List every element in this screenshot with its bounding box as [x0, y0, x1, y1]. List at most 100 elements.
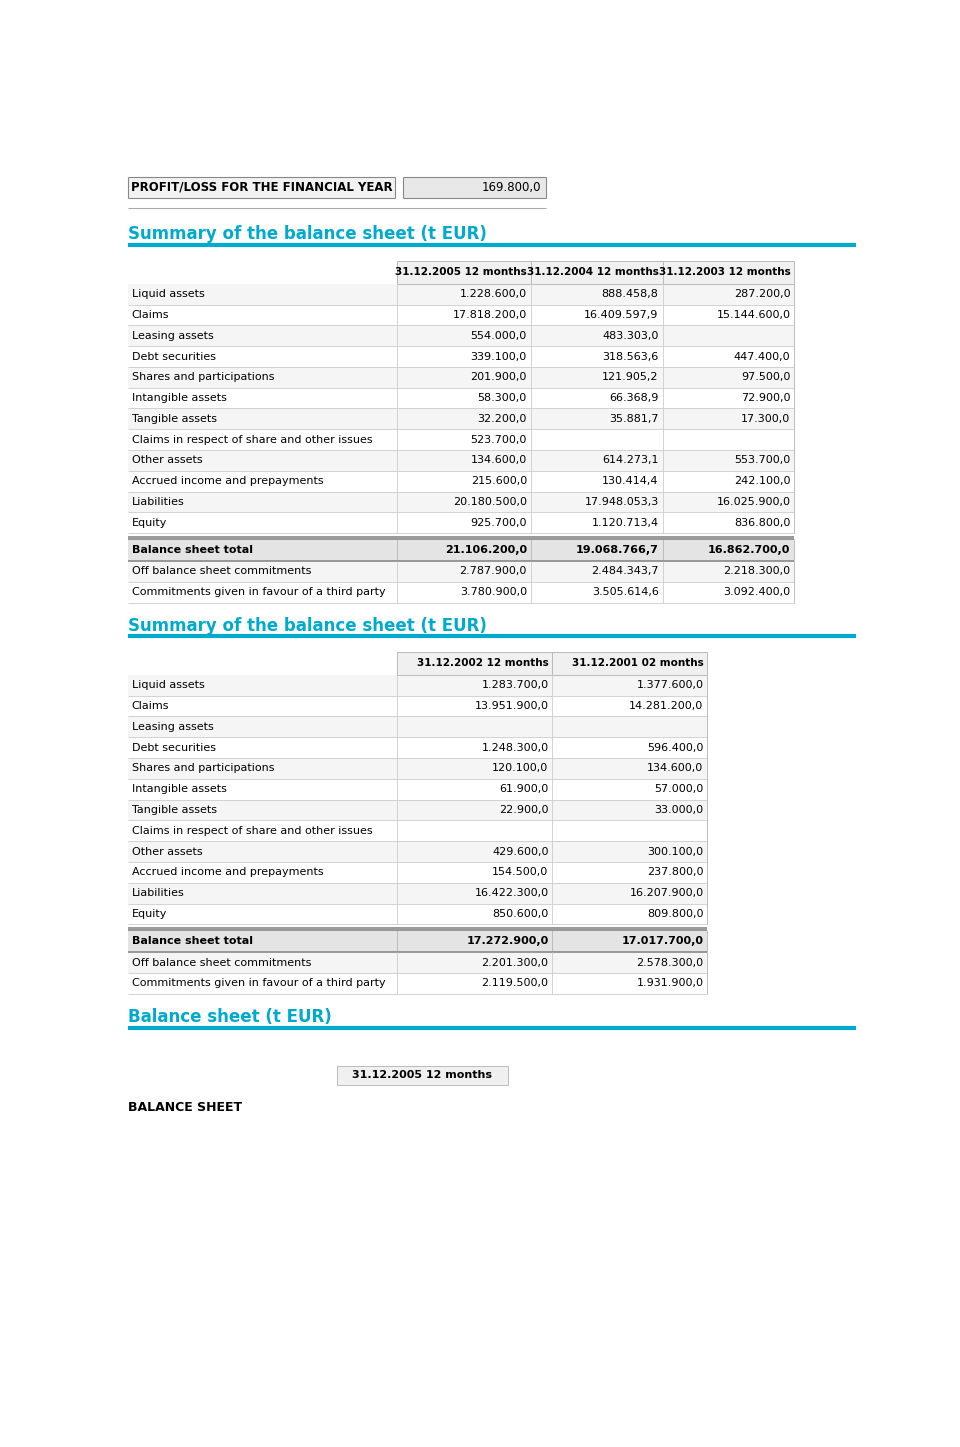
- Bar: [128, 841, 708, 862]
- Text: Claims: Claims: [132, 702, 169, 710]
- Text: 596.400,0: 596.400,0: [647, 742, 704, 752]
- Bar: [337, 1066, 508, 1085]
- Text: 888.458,8: 888.458,8: [602, 289, 659, 300]
- Text: 20.180.500,0: 20.180.500,0: [453, 498, 527, 506]
- Text: 447.400,0: 447.400,0: [733, 352, 790, 362]
- Text: Other assets: Other assets: [132, 846, 203, 857]
- Text: 17.948.053,3: 17.948.053,3: [585, 498, 659, 506]
- Text: 97.500,0: 97.500,0: [741, 372, 790, 382]
- Bar: [128, 903, 708, 925]
- Text: Summary of the balance sheet (t EUR): Summary of the balance sheet (t EUR): [128, 616, 487, 635]
- Text: 31.12.2003 12 months: 31.12.2003 12 months: [659, 268, 790, 278]
- Bar: [128, 388, 794, 408]
- Bar: [128, 582, 794, 602]
- Text: Off balance sheet commitments: Off balance sheet commitments: [132, 958, 311, 968]
- Text: Tangible assets: Tangible assets: [132, 805, 217, 815]
- Bar: [128, 930, 708, 952]
- Text: 22.900,0: 22.900,0: [499, 805, 548, 815]
- Text: 483.303,0: 483.303,0: [602, 331, 659, 340]
- Bar: [552, 651, 708, 674]
- Text: Intangible assets: Intangible assets: [132, 784, 227, 794]
- Bar: [128, 450, 794, 470]
- Bar: [397, 651, 552, 674]
- Text: 130.414,4: 130.414,4: [602, 476, 659, 486]
- Text: 925.700,0: 925.700,0: [470, 518, 527, 528]
- Text: Summary of the balance sheet (t EUR): Summary of the balance sheet (t EUR): [128, 226, 487, 243]
- Text: 121.905,2: 121.905,2: [602, 372, 659, 382]
- Text: 13.951.900,0: 13.951.900,0: [474, 702, 548, 710]
- Text: Balance sheet total: Balance sheet total: [132, 936, 252, 946]
- Bar: [128, 470, 794, 492]
- Text: 850.600,0: 850.600,0: [492, 909, 548, 919]
- Text: 1.931.900,0: 1.931.900,0: [636, 978, 704, 988]
- Bar: [128, 758, 708, 778]
- Text: 120.100,0: 120.100,0: [492, 764, 548, 774]
- Text: 31.12.2005 12 months: 31.12.2005 12 months: [396, 268, 527, 278]
- Text: 2.578.300,0: 2.578.300,0: [636, 958, 704, 968]
- Text: 16.409.597,9: 16.409.597,9: [585, 310, 659, 320]
- Bar: [128, 674, 708, 696]
- Text: Tangible assets: Tangible assets: [132, 414, 217, 424]
- Bar: [128, 738, 708, 758]
- Text: 836.800,0: 836.800,0: [734, 518, 790, 528]
- Text: 237.800,0: 237.800,0: [647, 867, 704, 877]
- Bar: [128, 430, 794, 450]
- Text: 1.283.700,0: 1.283.700,0: [482, 680, 548, 690]
- Text: 31.12.2004 12 months: 31.12.2004 12 months: [527, 268, 659, 278]
- Text: Leasing assets: Leasing assets: [132, 722, 213, 732]
- Bar: [128, 178, 396, 197]
- Text: Balance sheet (t EUR): Balance sheet (t EUR): [128, 1007, 331, 1026]
- Text: 809.800,0: 809.800,0: [647, 909, 704, 919]
- Text: 35.881,7: 35.881,7: [610, 414, 659, 424]
- Bar: [128, 952, 708, 972]
- Text: Accrued income and prepayments: Accrued income and prepayments: [132, 476, 324, 486]
- Text: 3.505.614,6: 3.505.614,6: [591, 587, 659, 598]
- Text: 339.100,0: 339.100,0: [470, 352, 527, 362]
- Text: 3.780.900,0: 3.780.900,0: [460, 587, 527, 598]
- Text: 31.12.2005 12 months: 31.12.2005 12 months: [352, 1071, 492, 1081]
- Text: Accrued income and prepayments: Accrued income and prepayments: [132, 867, 324, 877]
- Bar: [128, 368, 794, 388]
- Text: 2.484.343,7: 2.484.343,7: [591, 566, 659, 576]
- Text: 553.700,0: 553.700,0: [734, 456, 790, 466]
- Text: 16.207.900,0: 16.207.900,0: [630, 888, 704, 899]
- Bar: [128, 883, 708, 903]
- Text: 300.100,0: 300.100,0: [647, 846, 704, 857]
- Bar: [128, 696, 708, 716]
- Text: Debt securities: Debt securities: [132, 352, 216, 362]
- Text: Commitments given in favour of a third party: Commitments given in favour of a third p…: [132, 587, 385, 598]
- Text: 16.422.300,0: 16.422.300,0: [474, 888, 548, 899]
- Bar: [403, 178, 546, 197]
- Bar: [128, 304, 794, 326]
- Text: 16.025.900,0: 16.025.900,0: [716, 498, 790, 506]
- Text: 318.563,6: 318.563,6: [602, 352, 659, 362]
- Text: 57.000,0: 57.000,0: [655, 784, 704, 794]
- Bar: [128, 716, 708, 738]
- Bar: [128, 862, 708, 883]
- Text: 17.017.700,0: 17.017.700,0: [621, 936, 704, 946]
- Text: 61.900,0: 61.900,0: [499, 784, 548, 794]
- Text: 2.787.900,0: 2.787.900,0: [460, 566, 527, 576]
- Text: 14.281.200,0: 14.281.200,0: [630, 702, 704, 710]
- Text: 16.862.700,0: 16.862.700,0: [708, 544, 790, 554]
- Bar: [128, 284, 794, 304]
- Text: 33.000,0: 33.000,0: [655, 805, 704, 815]
- Text: 17.818.200,0: 17.818.200,0: [452, 310, 527, 320]
- Text: Claims in respect of share and other issues: Claims in respect of share and other iss…: [132, 826, 372, 836]
- Text: Liabilities: Liabilities: [132, 498, 184, 506]
- Text: Commitments given in favour of a third party: Commitments given in favour of a third p…: [132, 978, 385, 988]
- Text: 554.000,0: 554.000,0: [470, 331, 527, 340]
- Text: 31.12.2002 12 months: 31.12.2002 12 months: [417, 658, 548, 669]
- Text: 169.800,0: 169.800,0: [482, 181, 541, 194]
- Text: Equity: Equity: [132, 518, 167, 528]
- Bar: [128, 512, 794, 534]
- Text: 31.12.2001 02 months: 31.12.2001 02 months: [572, 658, 704, 669]
- Text: 2.119.500,0: 2.119.500,0: [482, 978, 548, 988]
- Bar: [128, 326, 794, 346]
- Text: 21.106.200,0: 21.106.200,0: [444, 544, 527, 554]
- Bar: [128, 820, 708, 841]
- Text: 2.218.300,0: 2.218.300,0: [723, 566, 790, 576]
- Text: 134.600,0: 134.600,0: [470, 456, 527, 466]
- Text: 19.068.766,7: 19.068.766,7: [576, 544, 659, 554]
- Text: 1.228.600,0: 1.228.600,0: [460, 289, 527, 300]
